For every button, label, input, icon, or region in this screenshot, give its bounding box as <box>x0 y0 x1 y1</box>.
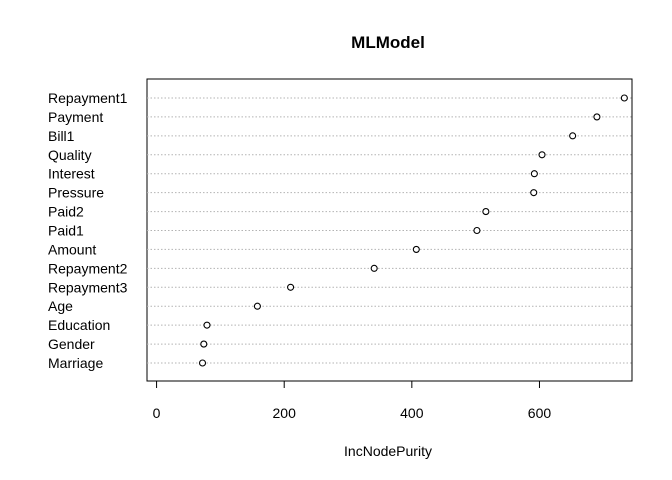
x-tick-label: 600 <box>528 405 552 421</box>
category-label: Gender <box>48 336 95 352</box>
data-point <box>287 283 295 291</box>
category-labels: Repayment1 Payment Bill1 Quality Interest Pre… <box>48 90 128 371</box>
category-label: Repayment1 <box>48 90 128 106</box>
category-label: Quality <box>48 147 92 163</box>
data-point <box>482 208 490 216</box>
data-point <box>473 226 481 235</box>
x-tick-label: 200 <box>273 405 297 421</box>
category-label: Interest <box>48 166 95 182</box>
data-point <box>538 151 546 159</box>
x-axis: 0 200 400 600 <box>153 380 552 421</box>
category-label: Amount <box>48 241 96 257</box>
category-label: Pressure <box>48 185 104 201</box>
category-label: Paid2 <box>48 204 84 220</box>
category-label: Repayment2 <box>48 260 128 276</box>
category-label: Payment <box>48 109 103 125</box>
data-point <box>530 189 538 197</box>
data-point <box>569 132 577 140</box>
data-point <box>530 170 538 178</box>
category-label: Paid1 <box>48 223 84 239</box>
grid-lines <box>147 97 632 364</box>
data-point <box>198 359 207 367</box>
data-point <box>200 340 208 348</box>
category-label: Bill1 <box>48 128 75 144</box>
x-axis-title: IncNodePurity <box>344 443 432 459</box>
data-point <box>412 245 420 253</box>
data-points <box>198 94 628 367</box>
category-label: Education <box>48 317 110 333</box>
category-label: Age <box>48 298 73 314</box>
category-label: Marriage <box>48 355 103 371</box>
data-point <box>253 302 261 310</box>
x-tick-label: 400 <box>400 405 424 421</box>
data-point <box>370 264 378 272</box>
data-point <box>593 113 601 121</box>
data-point <box>620 94 628 102</box>
data-point <box>203 321 211 329</box>
x-tick-label: 0 <box>153 405 161 421</box>
chart-title: MLModel <box>351 33 425 52</box>
category-label: Repayment3 <box>48 279 128 295</box>
